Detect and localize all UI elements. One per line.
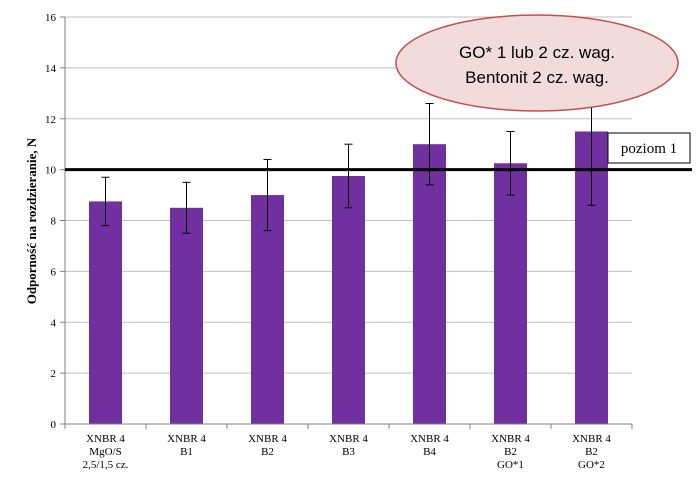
x-tick-label: B2	[504, 446, 517, 458]
x-tick-label: GO*2	[578, 459, 605, 471]
error-bar	[425, 102, 434, 186]
x-tick-label: XNBR 4	[167, 433, 206, 445]
bar	[251, 195, 284, 424]
x-tick-label: B3	[342, 446, 355, 458]
error-bar	[101, 176, 110, 227]
y-tick-label: 8	[51, 216, 57, 228]
error-bar	[263, 158, 272, 232]
y-tick-label: 10	[45, 165, 57, 177]
error-bar	[506, 130, 515, 196]
x-tick-label: 2,5/1,5 cz.	[83, 459, 129, 471]
x-tick-label: B4	[423, 446, 436, 458]
reference-label-box: poziom 1	[607, 132, 691, 164]
y-tick-label: 4	[51, 317, 57, 329]
x-tick-label: MgO/S	[89, 446, 121, 458]
bar	[89, 201, 122, 424]
y-tick-label: 0	[51, 419, 57, 431]
x-tick-label: XNBR 4	[491, 433, 530, 445]
bar	[494, 163, 527, 424]
error-bars	[101, 95, 596, 234]
y-tick-label: 16	[45, 12, 57, 24]
reference-label: poziom 1	[621, 141, 677, 157]
y-tick-label: 14	[45, 63, 57, 75]
callout-line-2: Bentonit 2 cz. wag.	[465, 68, 609, 87]
x-tick-label: XNBR 4	[329, 433, 368, 445]
y-tick-label: 2	[51, 368, 57, 380]
bars	[89, 131, 608, 424]
x-tick-label: B1	[180, 446, 193, 458]
callout: GO* 1 lub 2 cz. wag. Bentonit 2 cz. wag.	[395, 14, 679, 112]
callout-line-1: GO* 1 lub 2 cz. wag.	[459, 43, 615, 62]
bar	[332, 175, 365, 424]
error-bar	[344, 143, 353, 209]
y-axis-label: Odporność na rozdzieranie, N	[24, 137, 39, 304]
x-tick-label: B2	[585, 446, 598, 458]
x-tick-label: XNBR 4	[86, 433, 125, 445]
x-tick-label: GO*1	[497, 459, 524, 471]
x-tick-label: XNBR 4	[248, 433, 287, 445]
x-tick-label: XNBR 4	[410, 433, 449, 445]
y-tick-label: 6	[51, 266, 57, 278]
y-tick-label: 12	[45, 114, 56, 126]
x-tick-label: B2	[261, 446, 274, 458]
error-bar	[182, 181, 191, 234]
bar	[413, 144, 446, 424]
x-tick-label: XNBR 4	[572, 433, 611, 445]
y-axis-ticks: 0 2 4 6 8 10 12 14 16	[45, 12, 65, 431]
bar	[170, 207, 203, 424]
